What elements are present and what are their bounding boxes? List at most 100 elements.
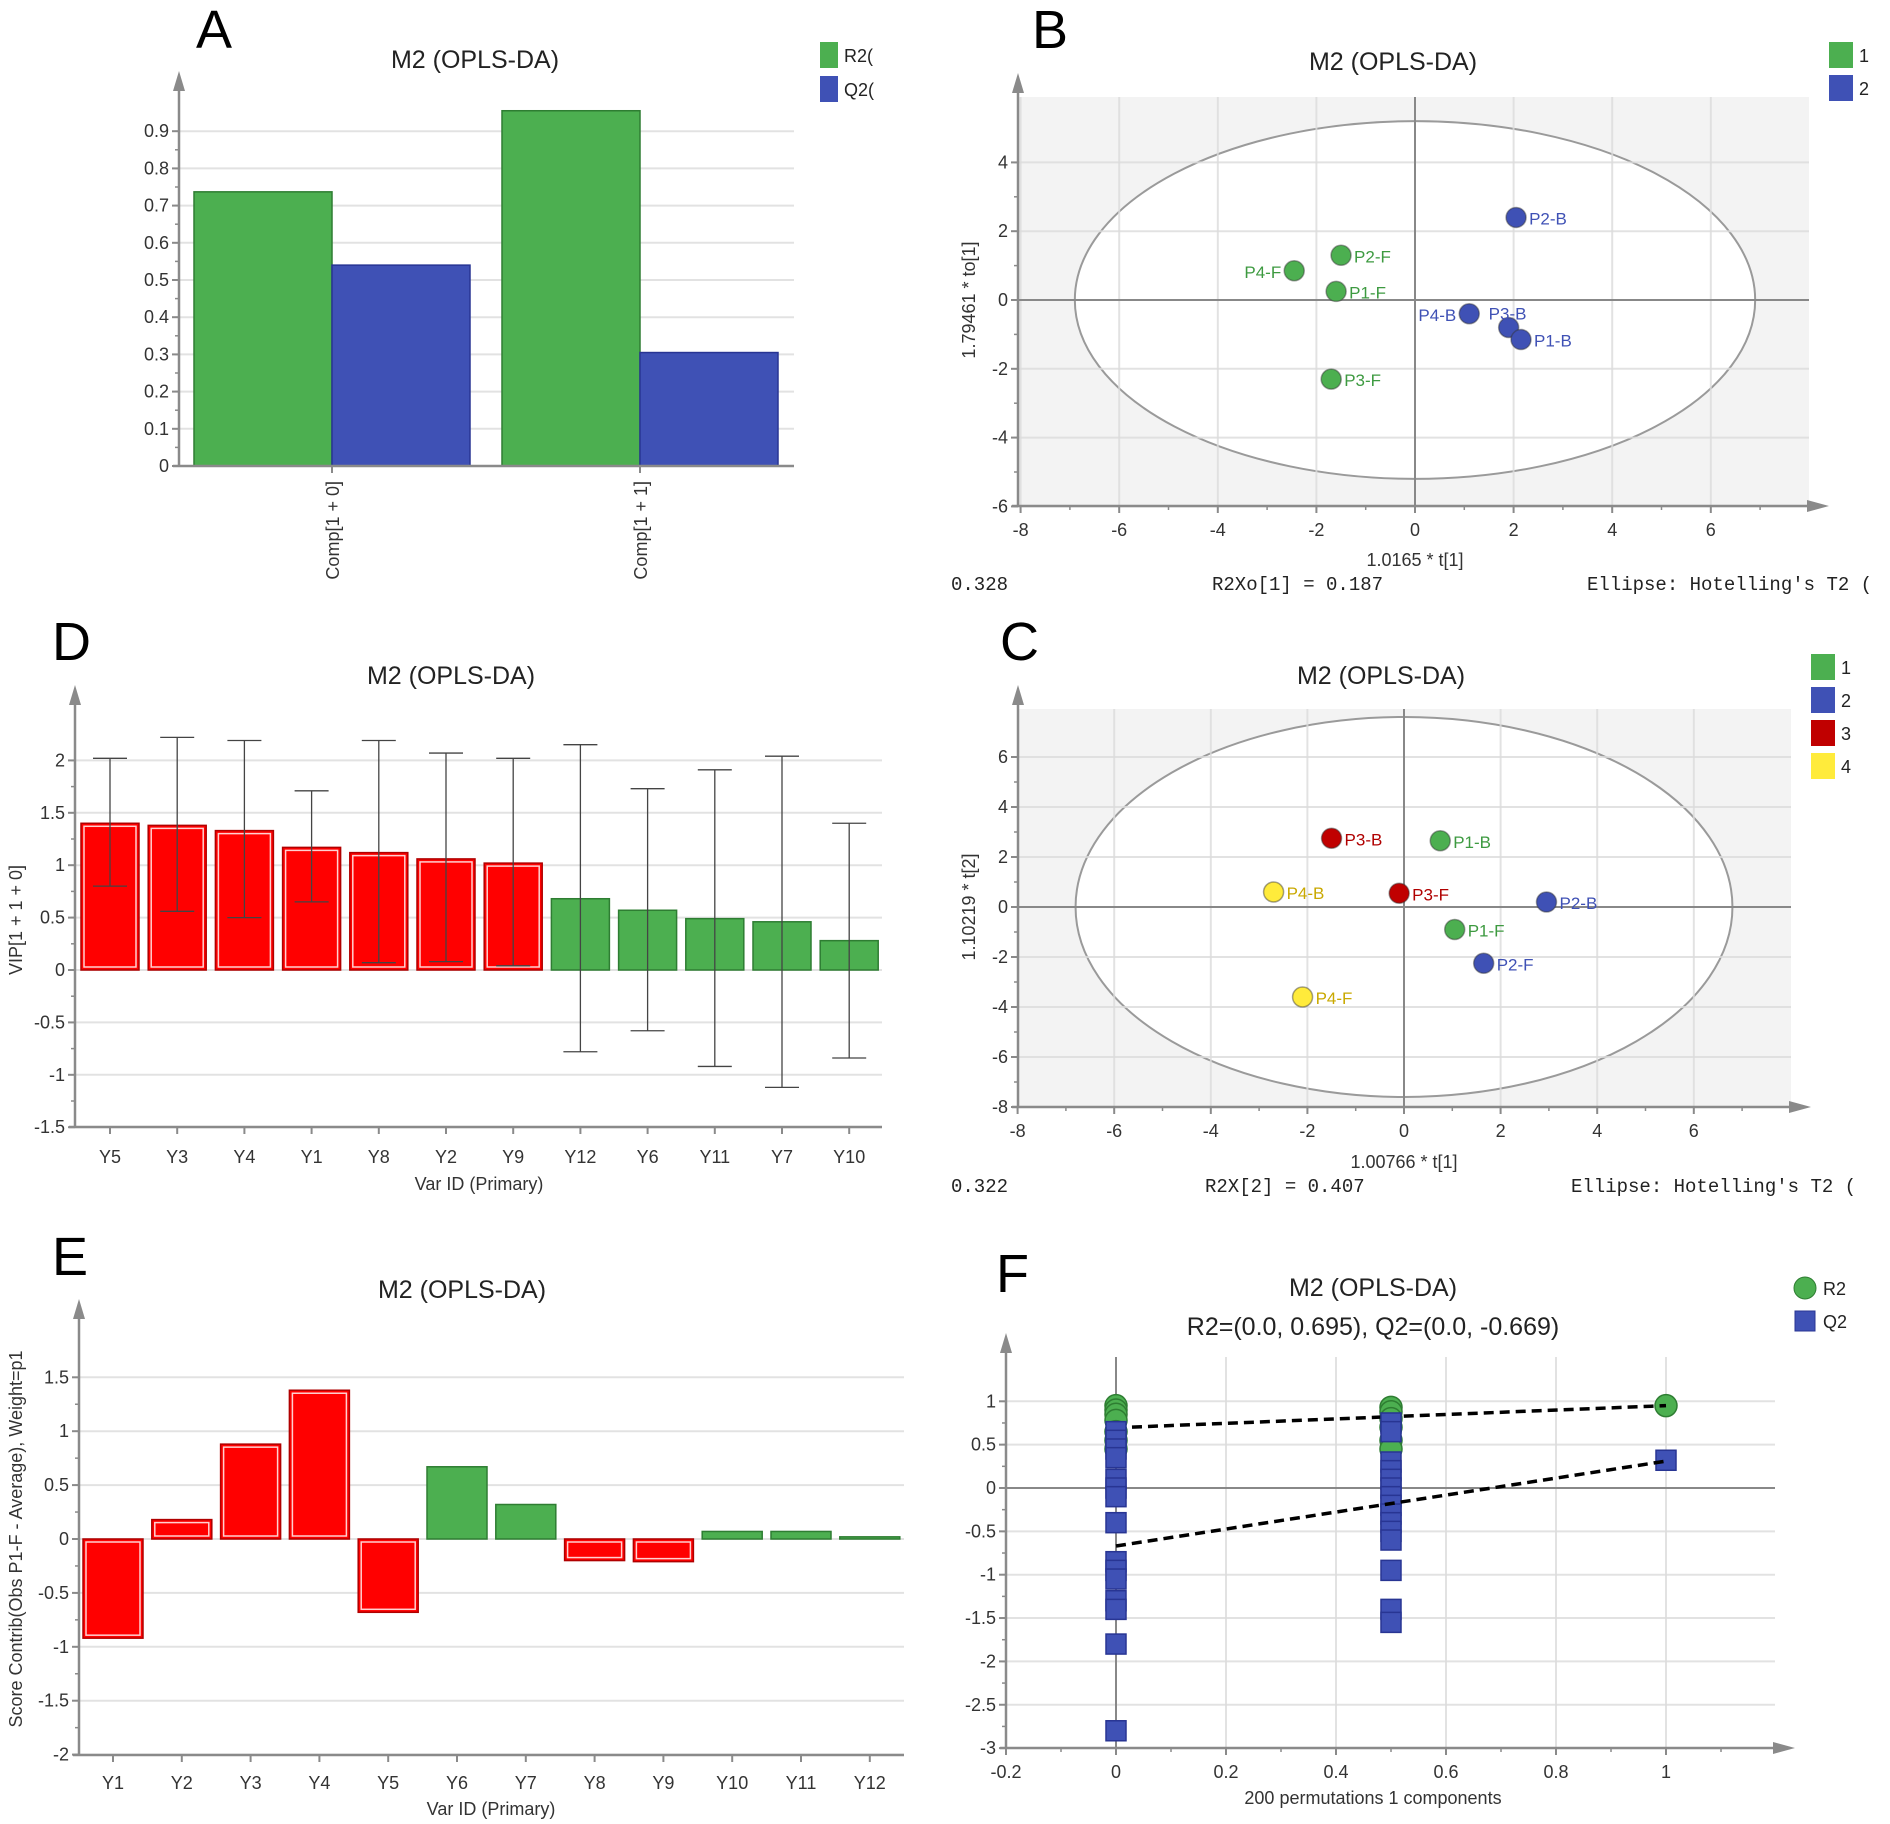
y-tick-label: -8 [992, 1097, 1008, 1117]
score-point [1320, 368, 1342, 390]
q2-point [1380, 1529, 1402, 1551]
chart-title: M2 (OPLS-DA) [1297, 662, 1465, 690]
y-tick-label: -2 [53, 1745, 69, 1765]
point-label: P3-B [1489, 305, 1527, 324]
y-axis-arrow-icon [173, 71, 185, 91]
x-tick-label: -2 [1299, 1121, 1315, 1141]
score-point [1458, 303, 1480, 325]
bar-q2 [639, 351, 779, 467]
point-label: P4-B [1287, 884, 1325, 903]
x-axis-label: 1.0165 * t[1] [1366, 550, 1463, 570]
y-tick-label: -4 [992, 997, 1008, 1017]
x-tick-label: -4 [1210, 520, 1226, 540]
y-tick-label: 0 [986, 1478, 996, 1498]
q2-point [1105, 1568, 1127, 1590]
q2-point [1380, 1420, 1402, 1443]
x-tick-label: -6 [1111, 520, 1127, 540]
bar [495, 1503, 557, 1540]
panel-letter: D [52, 612, 91, 672]
y-tick-label: -6 [992, 1047, 1008, 1067]
legend-swatch [1811, 654, 1835, 680]
y-axis-arrow-icon [69, 685, 81, 705]
legend-marker [1794, 1310, 1816, 1332]
footer-text: R2X[2] = 0.407 [1205, 1176, 1365, 1198]
bar-r2 [193, 191, 333, 467]
x-tick-label: 0 [1410, 520, 1420, 540]
category-label: Y11 [699, 1147, 730, 1167]
panel-letter: A [196, 0, 232, 60]
category-label: Y8 [368, 1147, 390, 1167]
y-tick-label: -0.5 [965, 1521, 996, 1541]
panel-c: C M2 (OPLS-DA) -8 -6 -4 -2 0 2 4 6 -8 -6 -4 -2 0 2 4 6 P3-… [951, 612, 1856, 1198]
q2-point [1380, 1559, 1402, 1582]
x-tick-label: 0 [1399, 1121, 1409, 1141]
legend-label: 4 [1841, 757, 1851, 777]
category-label: Y1 [102, 1773, 124, 1793]
category-label: Y2 [171, 1773, 193, 1793]
bar-q2 [331, 264, 471, 467]
panel-letter: C [1000, 612, 1039, 672]
y-tick-label: -6 [992, 496, 1008, 516]
score-point [1388, 882, 1410, 904]
x-axis-arrow-icon [1789, 1101, 1811, 1113]
y-tick-label: 0.7 [144, 196, 169, 216]
y-tick-label: 1 [986, 1391, 996, 1411]
q2-point [1105, 1598, 1127, 1621]
legend-label: R2( [844, 46, 873, 66]
category-label: Comp[1 + 0] [323, 481, 343, 580]
y-tick-label: 0.5 [40, 908, 65, 928]
y-tick-label: -1.5 [38, 1691, 69, 1711]
category-label: Y7 [515, 1773, 537, 1793]
y-axis-arrow-icon [73, 1299, 85, 1319]
x-tick-label: -6 [1106, 1121, 1122, 1141]
legend-swatch [1829, 42, 1853, 68]
x-tick-label: 0.8 [1543, 1762, 1568, 1782]
y-tick-label: -2.5 [965, 1695, 996, 1715]
y-tick-label: 6 [998, 747, 1008, 767]
category-label: Y4 [308, 1773, 330, 1793]
chart-subtitle: R2=(0.0, 0.695), Q2=(0.0, -0.669) [1187, 1313, 1559, 1341]
legend-swatch [1811, 687, 1835, 713]
legend-label: 1 [1859, 46, 1869, 66]
y-tick-label: 4 [998, 797, 1008, 817]
y-tick-label: -0.5 [38, 1583, 69, 1603]
score-point [1330, 244, 1352, 267]
score-point [1325, 280, 1347, 303]
y-tick-label: 0.3 [144, 344, 169, 364]
bar [701, 1530, 763, 1540]
bar-highlight-outline [291, 1392, 348, 1537]
bar [839, 1536, 901, 1540]
x-tick-label: 4 [1607, 520, 1617, 540]
score-point [1320, 827, 1343, 849]
bar-highlight-outline [360, 1541, 416, 1611]
category-label: Y5 [377, 1773, 399, 1793]
category-label: Y6 [637, 1147, 659, 1167]
q2-point [1105, 1446, 1127, 1469]
bar-highlighted [288, 1389, 351, 1540]
score-point [1291, 986, 1314, 1008]
bar-highlight-outline [85, 1541, 141, 1636]
x-tick-label: 1 [1661, 1762, 1671, 1782]
y-tick-label: -1 [980, 1565, 996, 1585]
y-tick-label: 1 [55, 855, 65, 875]
regression-line-q2 [1115, 1459, 1667, 1548]
x-tick-label: -2 [1308, 520, 1324, 540]
category-label: Y12 [854, 1773, 886, 1793]
y-tick-label: 0.5 [144, 270, 169, 290]
y-axis-arrow-icon [1012, 685, 1024, 705]
bar-r2 [501, 109, 641, 467]
legend-label: Q2 [1823, 1312, 1847, 1332]
score-point [1262, 881, 1285, 903]
y-tick-label: 0.4 [144, 307, 169, 327]
y-axis-label: Score Contrib(Obs P1-F - Average), Weigh… [6, 1350, 26, 1727]
score-point [1429, 830, 1451, 852]
legend-label: 2 [1859, 79, 1869, 99]
y-tick-label: -1 [53, 1637, 69, 1657]
x-tick-label: -0.2 [990, 1762, 1021, 1782]
point-label: P2-B [1529, 209, 1567, 228]
x-tick-label: -4 [1203, 1121, 1219, 1141]
point-label: P4-B [1418, 306, 1456, 325]
y-tick-label: 0 [159, 456, 169, 476]
category-label: Y9 [652, 1773, 674, 1793]
x-tick-label: 0 [1111, 1762, 1121, 1782]
